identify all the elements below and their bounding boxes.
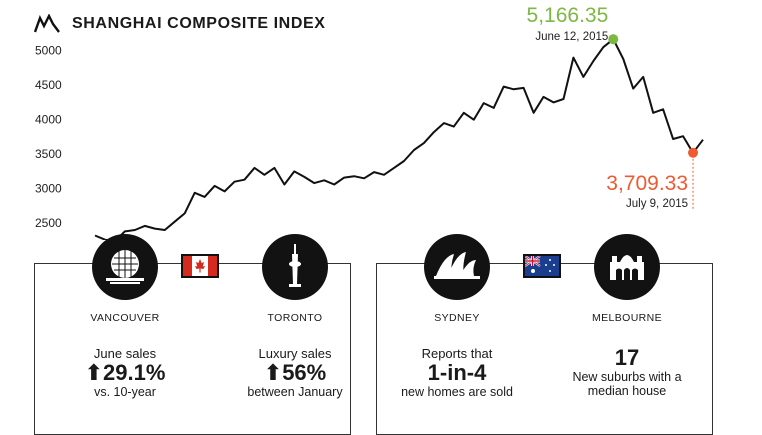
stat-value: ⬆29.1% xyxy=(84,360,166,385)
annotation-value: 3,709.33 xyxy=(606,172,688,195)
city-name: TORONTO xyxy=(267,312,323,324)
australia-panel: SYDNEY Reports that 1-in-4 new homes are… xyxy=(376,234,713,435)
stat-label: June sales xyxy=(93,346,157,361)
annotation-date: June 12, 2015 xyxy=(535,31,608,43)
stat-value: 1-in-4 xyxy=(427,360,487,385)
stat-label: Luxury sales xyxy=(258,346,332,361)
annotation-point xyxy=(608,34,619,45)
cn-tower-icon xyxy=(262,234,328,300)
stat-subtext: vs. 10-year xyxy=(94,385,156,400)
stat-subtext: new homes are sold xyxy=(401,385,513,400)
y-tick-label: 4500 xyxy=(35,78,62,92)
line-chart: 2500 3000 3500 4000 4500 5000 5,166.35 June 12,… xyxy=(35,4,704,240)
stat-subtext: New suburbs with a median house xyxy=(572,370,682,399)
city-name: MELBOURNE xyxy=(591,312,663,324)
series-line xyxy=(94,38,704,240)
annotation-date: July 9, 2015 xyxy=(626,198,688,210)
opera-house-icon xyxy=(424,234,490,300)
stat-value: 17 xyxy=(614,345,640,370)
city-card-toronto: TORONTO Luxury sales ⬆56% between Januar… xyxy=(225,234,365,400)
y-tick-label: 3500 xyxy=(35,147,62,161)
y-tick-label: 5000 xyxy=(35,44,62,58)
science-dome-icon xyxy=(92,234,158,300)
canada-panel: VANCOUVER June sales ⬆29.1% vs. 10-year … xyxy=(34,234,351,435)
city-name: VANCOUVER xyxy=(90,312,160,324)
stat-subtext: between January xyxy=(247,385,343,400)
flinders-station-icon xyxy=(594,234,660,300)
city-card-sydney: SYDNEY Reports that 1-in-4 new homes are… xyxy=(387,234,527,400)
line-chart-icon xyxy=(34,14,60,33)
city-name: SYDNEY xyxy=(434,312,480,324)
stat-label: Reports that xyxy=(421,346,493,361)
canada-flag xyxy=(181,254,219,278)
chart-header: SHANGHAI COMPOSITE INDEX xyxy=(34,14,326,34)
y-tick-label: 2500 xyxy=(35,216,62,230)
city-card-vancouver: VANCOUVER June sales ⬆29.1% vs. 10-year xyxy=(55,234,195,400)
y-tick-label: 3000 xyxy=(35,182,62,196)
annotation-value: 5,166.35 xyxy=(527,4,609,27)
annotation-point xyxy=(688,147,699,158)
chart-title: SHANGHAI COMPOSITE INDEX xyxy=(72,15,326,32)
stat-value: ⬆56% xyxy=(263,360,327,385)
y-tick-label: 4000 xyxy=(35,113,62,127)
australia-flag xyxy=(523,254,561,278)
city-card-melbourne: MELBOURNE 17 New suburbs with a median h… xyxy=(557,234,697,399)
